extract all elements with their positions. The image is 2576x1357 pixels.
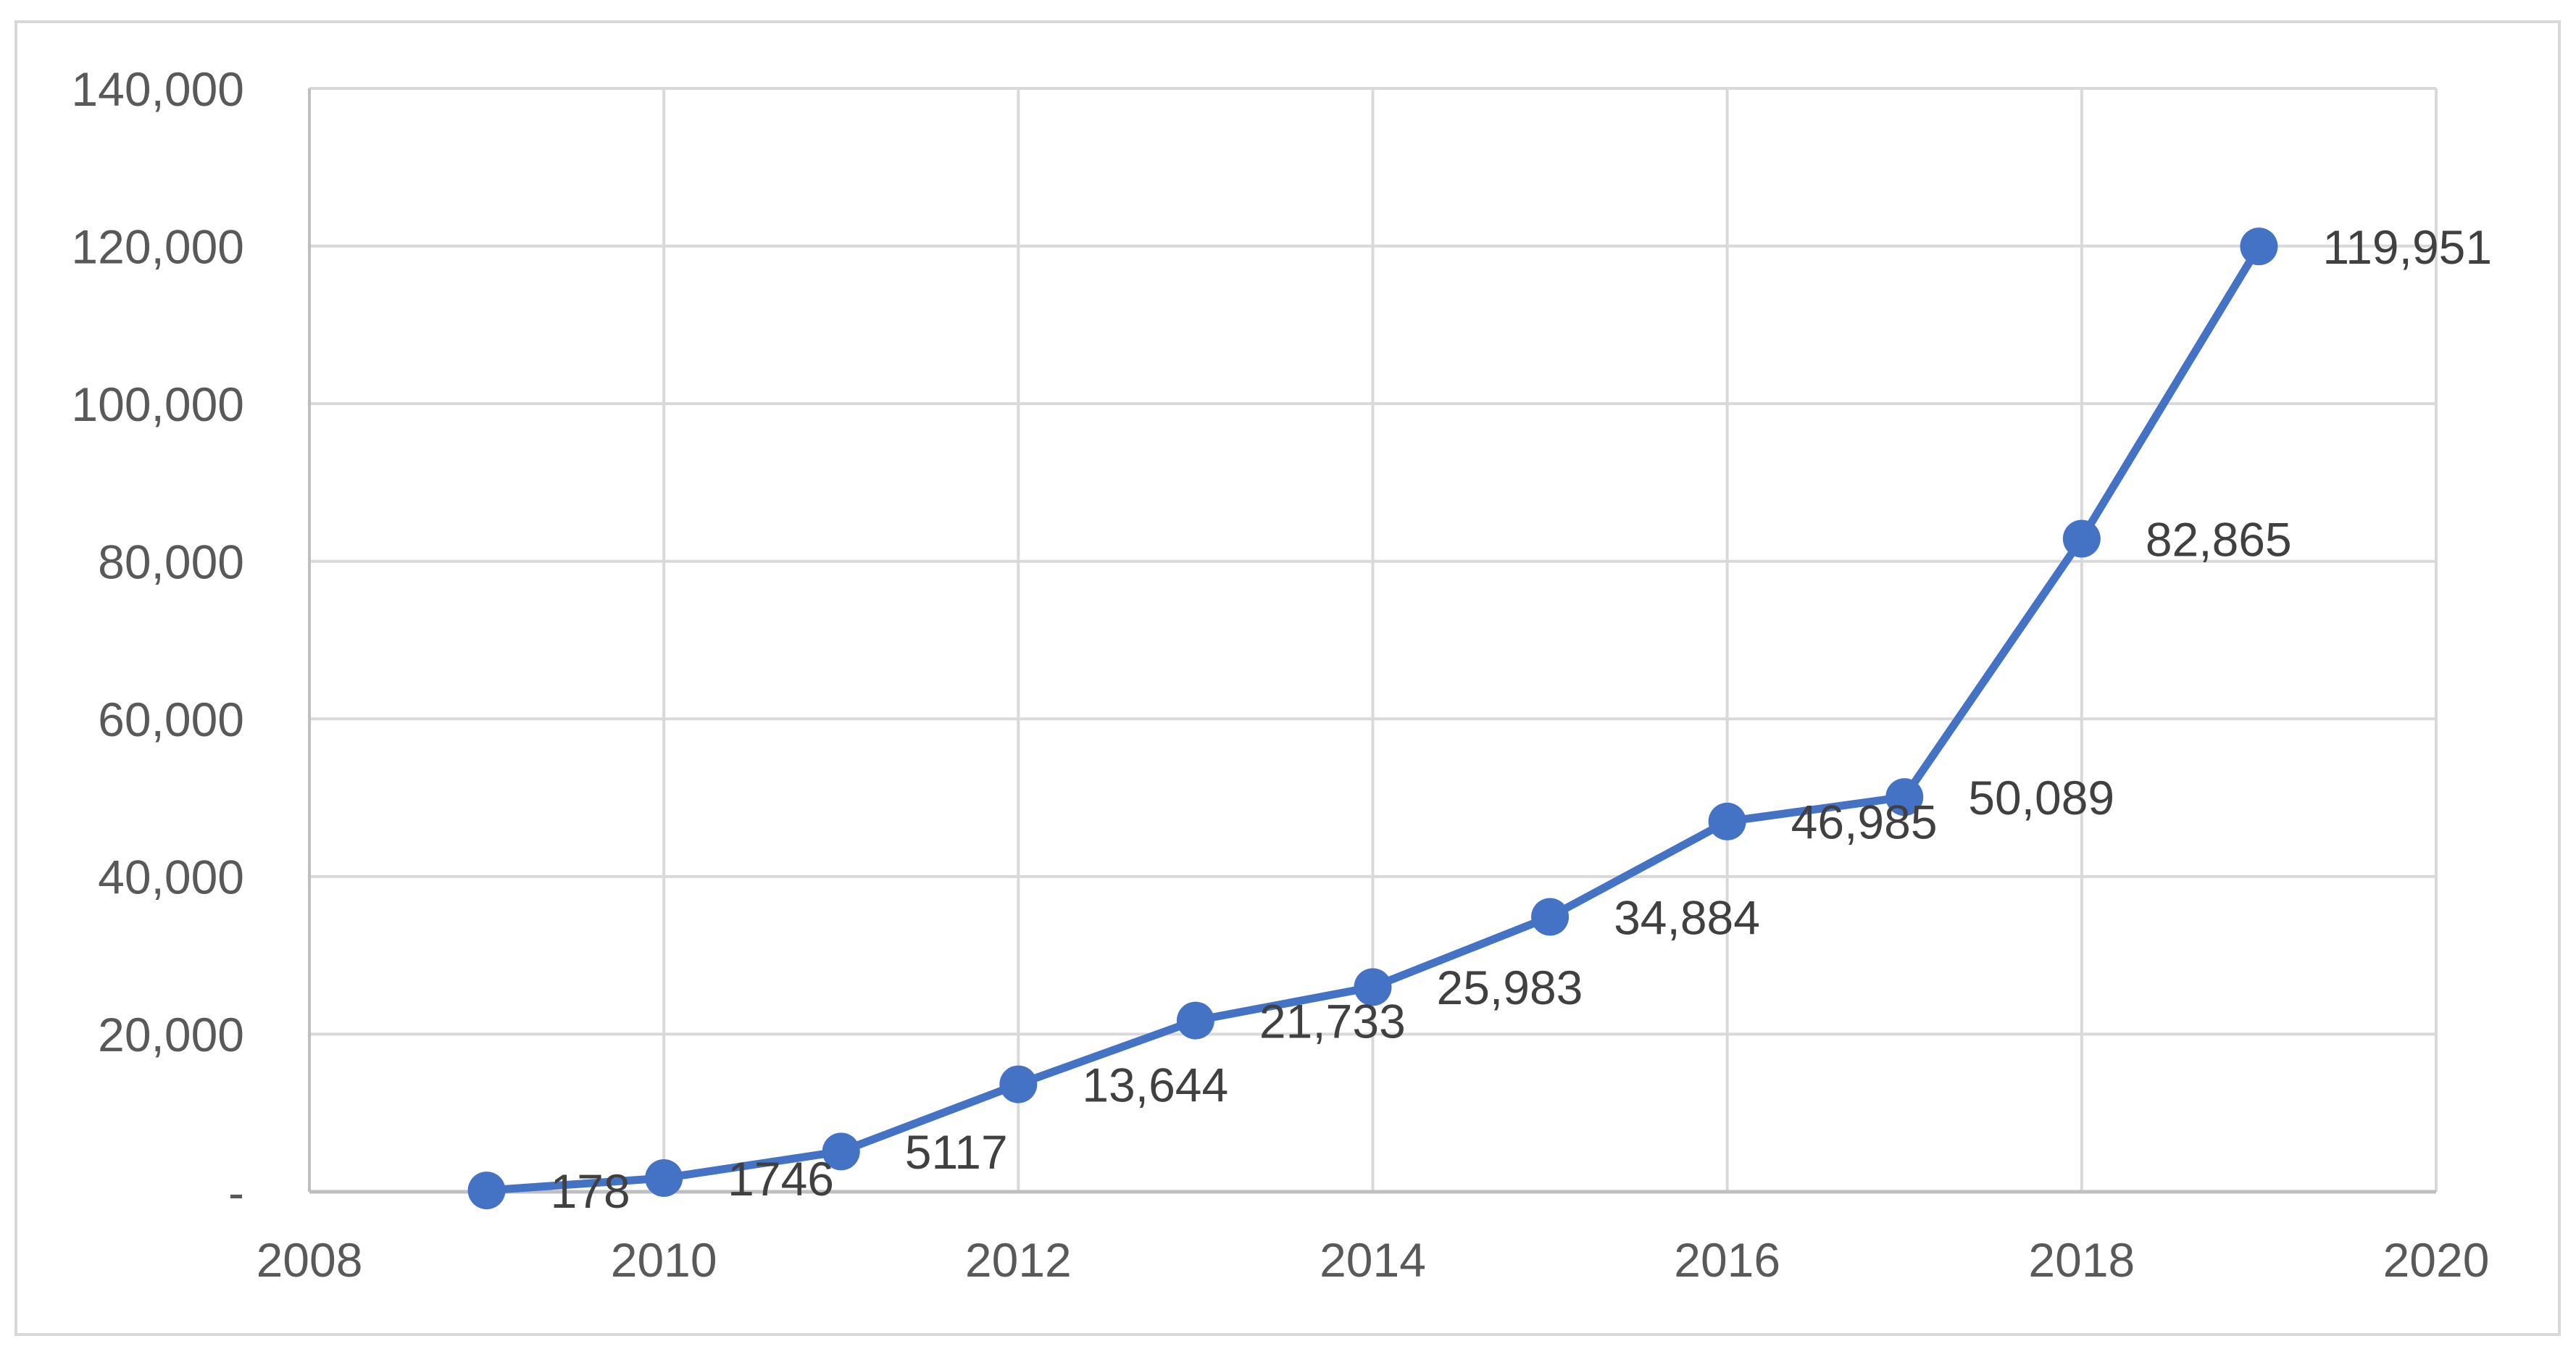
data-point-label: 25,983 [1437, 961, 1583, 1014]
y-axis-tick-label: 140,000 [71, 62, 244, 116]
data-point-marker [822, 1132, 860, 1171]
x-axis-tick-label: 2012 [965, 1233, 1072, 1287]
x-axis-tick-label: 2008 [257, 1233, 363, 1287]
data-point-label: 46,985 [1791, 796, 1938, 849]
y-axis-tick-label: 20,000 [98, 1008, 244, 1061]
data-point-marker [645, 1159, 683, 1198]
data-point-marker [1176, 1001, 1214, 1040]
data-point-marker [1354, 968, 1392, 1006]
x-axis-tick-label: 2018 [2028, 1233, 2135, 1287]
y-axis-tick-label: 120,000 [71, 220, 244, 273]
data-point-marker [1885, 778, 1924, 817]
x-axis-tick-label: 2010 [611, 1233, 717, 1287]
data-point-marker [1708, 802, 1746, 840]
data-point-marker [999, 1065, 1038, 1103]
data-point-marker [1531, 898, 1570, 936]
data-point-label: 119,951 [2322, 220, 2492, 274]
y-axis-tick-label: 40,000 [98, 851, 244, 904]
data-point-marker [467, 1172, 506, 1210]
data-point-label: 34,884 [1614, 890, 1760, 944]
data-point-label: 50,089 [1968, 771, 2114, 824]
y-axis-tick-label: - [228, 1166, 244, 1219]
y-axis-tick-label: 80,000 [98, 535, 244, 588]
data-point-marker [2240, 227, 2278, 266]
figure-border [14, 20, 2561, 1336]
y-axis-tick-label: 60,000 [98, 693, 244, 746]
data-point-label: 21,733 [1259, 994, 1406, 1048]
x-axis-tick-label: 2014 [1320, 1233, 1426, 1287]
data-point-marker [2062, 519, 2101, 558]
data-point-label: 82,865 [2146, 512, 2292, 566]
data-point-label: 178 [551, 1164, 630, 1218]
data-point-label: 5117 [905, 1125, 1008, 1179]
data-point-label: 13,644 [1082, 1058, 1228, 1111]
y-axis-tick-label: 100,000 [71, 377, 244, 431]
x-axis-tick-label: 2016 [1674, 1233, 1780, 1287]
data-point-label: 1746 [728, 1152, 834, 1206]
x-axis-tick-label: 2020 [2383, 1233, 2490, 1287]
